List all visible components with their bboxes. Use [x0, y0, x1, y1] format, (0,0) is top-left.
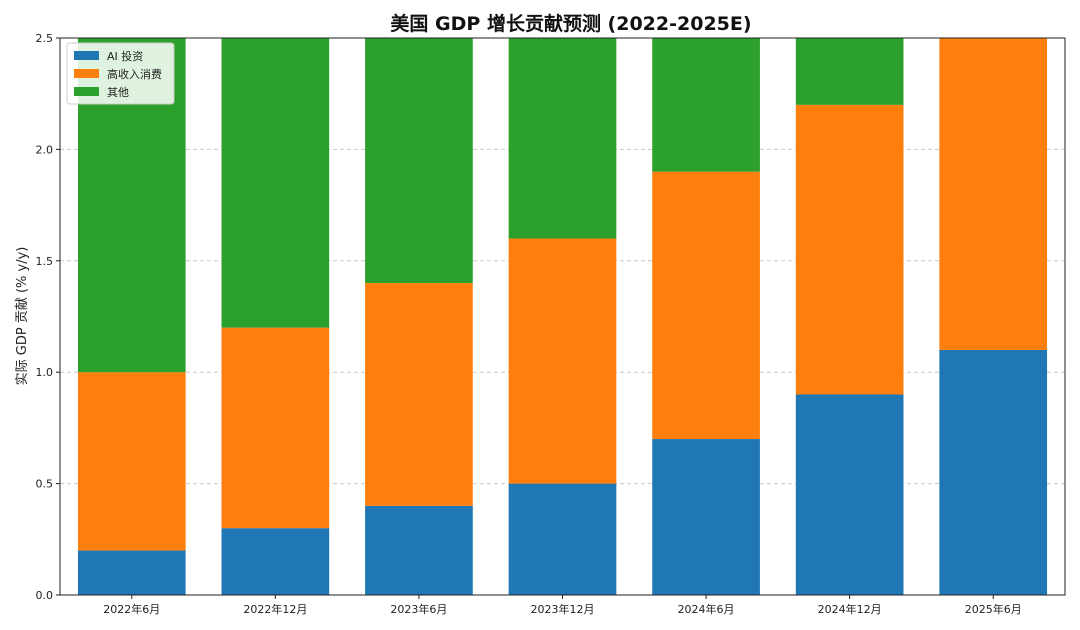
bars	[77, 38, 1048, 595]
x-tick-label: 2025年6月	[965, 602, 1022, 616]
bar-segment	[795, 38, 904, 105]
bar-segment	[221, 327, 330, 529]
bar-segment	[652, 439, 760, 595]
legend-label: AI 投资	[107, 49, 143, 63]
x-tick-label: 2022年6月	[103, 602, 160, 616]
x-tick-label: 2023年6月	[390, 602, 447, 616]
bar-segment	[795, 394, 904, 595]
chart-title: 美国 GDP 增长贡献预测 (2022-2025E)	[390, 12, 751, 35]
y-tick-label: 0.5	[36, 478, 54, 491]
x-tick-label: 2024年6月	[678, 602, 735, 616]
x-tick-label: 2024年12月	[818, 602, 882, 616]
x-tick-label: 2022年12月	[243, 602, 307, 616]
legend-swatch	[74, 69, 99, 78]
y-tick-label: 2.0	[36, 143, 54, 156]
legend-label: 其他	[107, 86, 129, 99]
bar-segment	[795, 104, 904, 395]
y-tick-label: 0.0	[36, 589, 54, 602]
bar-segment	[365, 38, 473, 284]
bar-segment	[652, 38, 760, 172]
y-axis-label: 实际 GDP 贡献 (% y/y)	[15, 247, 30, 386]
bar-segment	[939, 38, 1048, 350]
bar-segment	[939, 349, 1048, 595]
bar-segment	[221, 528, 330, 595]
x-tick-label: 2023年12月	[531, 602, 595, 616]
legend-swatch	[74, 87, 99, 96]
bar-segment	[77, 372, 186, 551]
bar-segment	[508, 483, 617, 595]
y-tick-label: 1.0	[36, 366, 54, 379]
bar-segment	[508, 238, 617, 484]
legend-label: 高收入消费	[107, 67, 162, 81]
x-tick-labels: 2022年6月 2022年12月 2023年6月 2023年12月 2024年6月 202…	[103, 602, 1021, 616]
bar-segment	[508, 38, 617, 239]
bar-segment	[652, 171, 760, 440]
bar-segment	[77, 550, 186, 595]
y-tick-label: 2.5	[36, 32, 54, 45]
bar-segment	[221, 38, 330, 328]
y-tick-label: 1.5	[36, 255, 54, 268]
legend-swatch	[74, 51, 99, 60]
bar-segment	[365, 505, 473, 595]
y-tick-labels: 0.0 0.5 1.0 1.5 2.0 2.5	[36, 32, 54, 602]
bar-segment	[365, 283, 473, 506]
axes	[56, 37, 1066, 599]
